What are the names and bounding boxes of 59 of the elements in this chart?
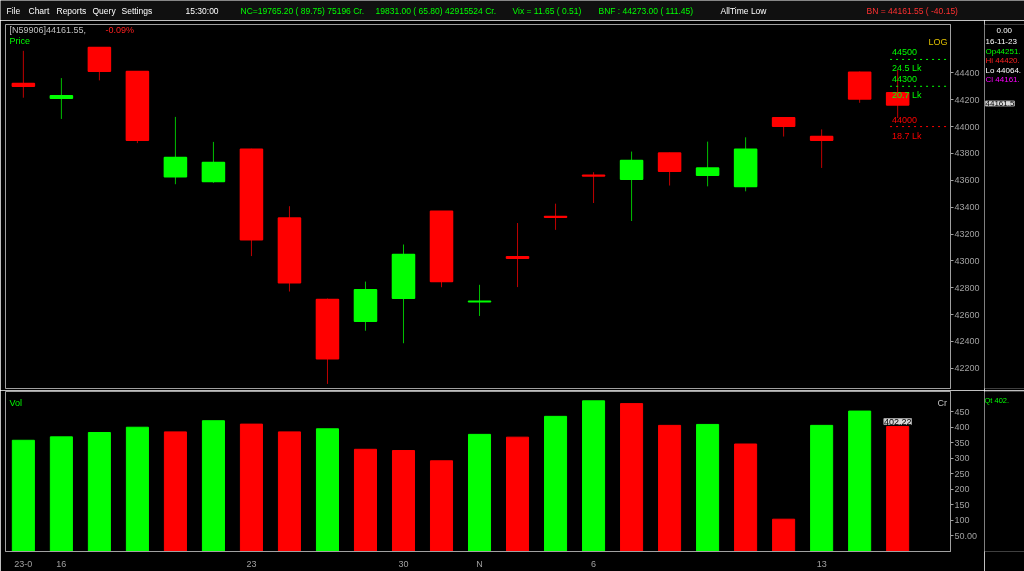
x-tick-label: N	[476, 558, 483, 569]
y-tick-label: 400	[954, 422, 970, 433]
y-tick-label: 43600	[954, 175, 980, 186]
y-tick-label: 44200	[954, 94, 980, 105]
x-tick-label: 16	[56, 558, 67, 569]
text: 44161.5	[985, 99, 1015, 108]
y-tick-label: 43400	[954, 202, 980, 213]
y-tick-label: 200	[954, 484, 970, 495]
y-tick-label: 44000	[954, 121, 980, 132]
y-tick-label: 42600	[954, 309, 980, 320]
text: Vol	[9, 397, 23, 408]
y-tick-label: 42200	[954, 363, 980, 374]
y-tick-label: 44400	[954, 67, 980, 78]
y-tick-label: 42800	[954, 282, 980, 293]
text: Cl 44161.	[985, 75, 1020, 84]
text: Query	[92, 5, 117, 16]
ref-line-label: 20.7 Lk	[891, 90, 922, 101]
text: File	[6, 5, 21, 16]
y-tick-label: 43200	[954, 229, 980, 240]
text: Hi 44420.	[985, 56, 1020, 65]
text: NC=19765.20 ( 89.75) 75196 Cr.	[240, 5, 365, 16]
text: 0.00	[996, 26, 1013, 35]
x-tick-label: 23-0	[14, 558, 33, 569]
x-tick-label: 13	[816, 558, 827, 569]
y-tick-label: 450	[954, 406, 970, 417]
y-tick-label: 100	[954, 515, 970, 526]
text: Vix = 11.65 ( 0.51)	[512, 5, 582, 16]
annotation: 44500	[891, 47, 917, 58]
y-tick-label: 42400	[954, 336, 980, 347]
data-label: 402.22	[883, 416, 912, 427]
y-tick-label: 50.00	[954, 530, 978, 541]
y-tick-label: 43000	[954, 255, 980, 266]
text: Reports	[56, 5, 87, 16]
text: Settings	[121, 5, 153, 16]
y-tick-label: 150	[954, 499, 970, 510]
y-axis-title: Price	[9, 35, 31, 46]
text: 15:30:00	[185, 5, 219, 16]
ref-line-label: 24.5 Lk	[891, 63, 922, 74]
chart-title: [N59906]44161.55,	[9, 24, 87, 35]
annotation: LOG	[928, 36, 948, 47]
text: Op44251.	[985, 47, 1021, 56]
y-tick-label: 43800	[954, 148, 980, 159]
text: BNF : 44273.00 ( 111.45)	[598, 5, 694, 16]
x-tick-label: 6	[591, 558, 597, 569]
text: Lo 44064.	[985, 66, 1022, 75]
text: BN = 44161.55 ( -40.15)	[866, 5, 959, 16]
x-tick-label: 30	[398, 558, 409, 569]
annotation: Cr	[937, 397, 947, 408]
chart-subtitle: -0.09%	[105, 24, 135, 35]
x-tick-label: 23	[246, 558, 257, 569]
y-tick-label: 350	[954, 437, 970, 448]
ref-line-label: 18.7 Lk	[891, 130, 922, 141]
text: 16-11-23	[985, 37, 1018, 46]
annotation: 44000	[891, 114, 917, 125]
y-tick-label: 250	[954, 468, 970, 479]
text: AllTime Low	[720, 5, 768, 16]
text: Chart	[28, 5, 50, 16]
text: 19831.00 ( 65.80) 42915524 Cr.	[375, 5, 497, 16]
y-tick-label: 300	[954, 453, 970, 464]
